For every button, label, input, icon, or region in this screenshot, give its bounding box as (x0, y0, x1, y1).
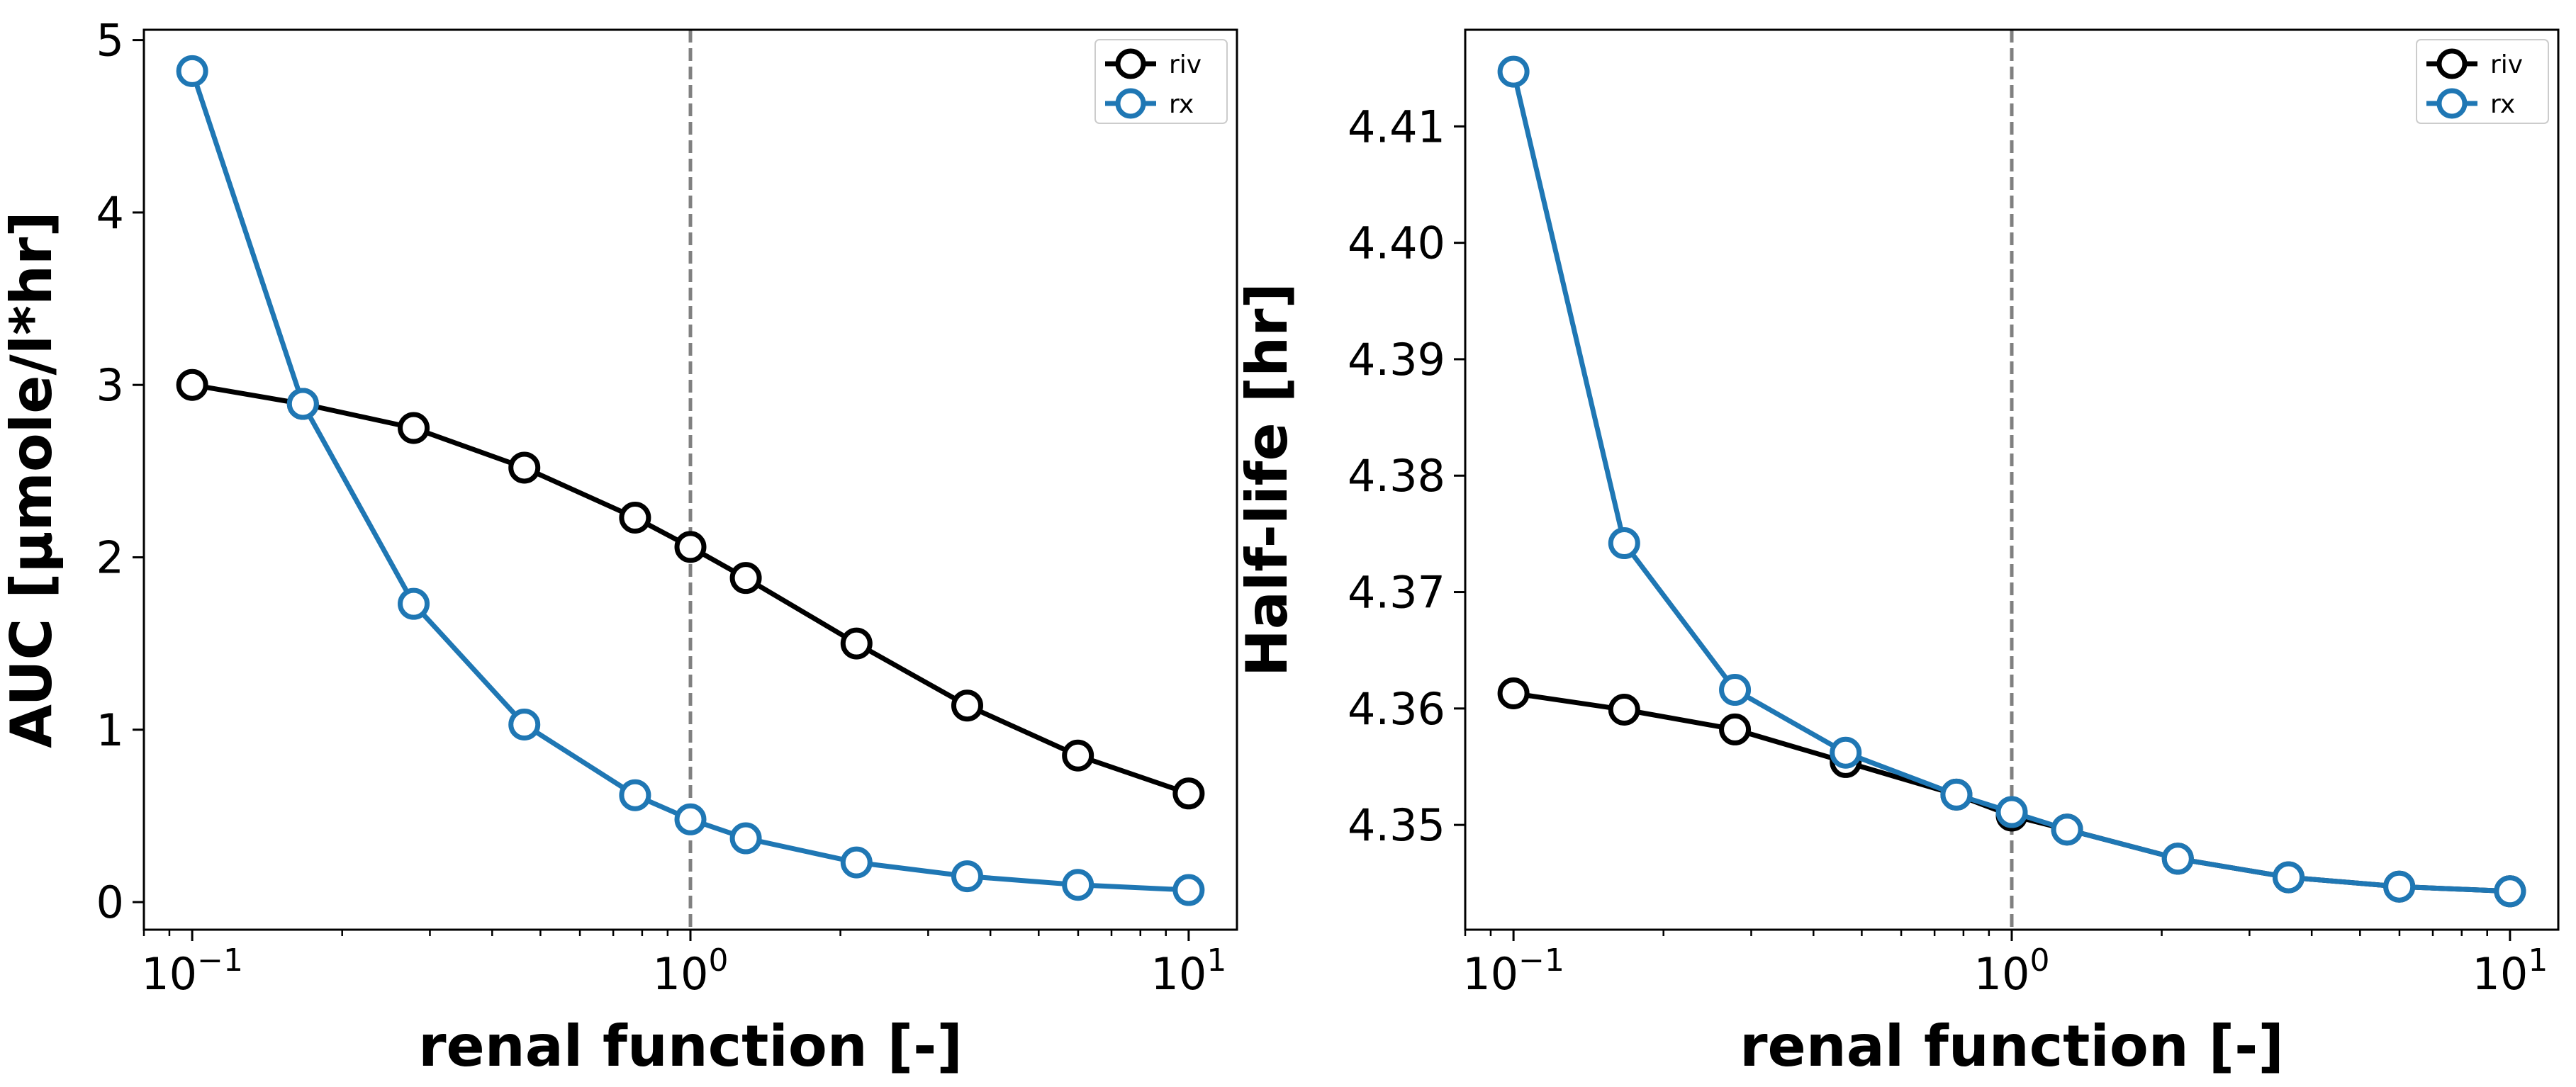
data-point-riv (619, 502, 651, 534)
y-tick-label: 4.40 (1348, 218, 1445, 269)
x-tick-label: 101 (2472, 942, 2548, 1000)
data-point-riv (1608, 693, 1640, 726)
y-tick-label: 1 (96, 704, 124, 756)
y-tick-label: 3 (96, 359, 124, 411)
data-point-rx (398, 587, 430, 620)
y-tick-label: 4.36 (1348, 683, 1445, 735)
x-tick-label: 10−1 (141, 942, 243, 1000)
legend-marker-riv (2436, 48, 2468, 79)
data-point-riv (176, 368, 208, 401)
data-point-riv (398, 412, 430, 444)
legend-label-rx: rx (2490, 90, 2515, 119)
data-point-rx (840, 846, 873, 879)
data-point-rx (2161, 843, 2194, 875)
data-point-rx (1719, 674, 1752, 706)
plot-frame (1464, 28, 2560, 931)
data-point-rx (674, 803, 707, 835)
y-tick-label: 4.37 (1348, 567, 1445, 619)
y-axis-label: Half-life [hr] (1234, 283, 1300, 677)
data-point-riv (840, 627, 873, 660)
data-point-riv (1062, 739, 1094, 772)
x-axis-label: renal function [-] (1740, 1013, 2284, 1079)
data-point-riv (674, 531, 707, 563)
data-point-riv (729, 562, 762, 595)
half-life-chart: 10−1 100 101 4.35 4.36 4.37 4.38 4.39 4.40 4.41 re… (1234, 28, 2560, 1079)
legend-label-riv: riv (1169, 50, 1202, 79)
legend-marker-riv (1115, 48, 1146, 79)
data-point-rx (2051, 813, 2083, 846)
data-point-rx (951, 860, 983, 893)
x-tick-label: 101 (1150, 942, 1226, 1000)
data-point-rx (1497, 55, 1530, 88)
data-point-rx (2383, 870, 2416, 903)
x-tick-label: 100 (653, 942, 729, 1000)
y-tick-label: 4 (96, 187, 124, 239)
data-point-rx (1995, 796, 2028, 828)
data-point-rx (1940, 778, 1973, 811)
data-point-rx (1830, 736, 1862, 769)
data-point-rx (2494, 875, 2526, 908)
data-point-riv (951, 689, 983, 722)
data-point-rx (2272, 861, 2305, 894)
y-tick-label: 4.41 (1348, 101, 1445, 152)
x-axis-label: renal function [-] (418, 1013, 963, 1079)
data-point-rx (508, 708, 541, 740)
legend-box (1094, 39, 1228, 124)
data-point-riv (1172, 777, 1205, 810)
legend-label-riv: riv (2490, 50, 2523, 79)
data-point-riv (1719, 713, 1752, 745)
data-point-rx (1172, 874, 1205, 906)
data-point-rx (1608, 527, 1640, 560)
x-tick-label: 100 (1974, 942, 2050, 1000)
x-tick-label: 10−1 (1462, 942, 1564, 1000)
legend-box (2416, 39, 2549, 124)
y-tick-label: 4.39 (1348, 334, 1445, 385)
legend-label-rx: rx (1169, 90, 1194, 119)
y-tick-label: 4.38 (1348, 450, 1445, 502)
y-tick-label: 0 (96, 877, 124, 928)
data-point-riv (508, 451, 541, 484)
plot-frame (142, 28, 1238, 931)
legend-marker-rx (2436, 88, 2468, 119)
y-tick-label: 2 (96, 531, 124, 583)
data-point-rx (1062, 869, 1094, 901)
y-tick-label: 5 (96, 15, 124, 67)
data-point-riv (1497, 677, 1530, 709)
data-point-rx (286, 388, 319, 420)
data-point-rx (176, 55, 208, 87)
data-point-rx (619, 779, 651, 811)
legend-marker-rx (1115, 88, 1146, 119)
y-axis-label: AUC [µmole/l*hr] (0, 211, 65, 748)
y-tick-label: 4.35 (1348, 799, 1445, 851)
data-point-rx (729, 822, 762, 855)
